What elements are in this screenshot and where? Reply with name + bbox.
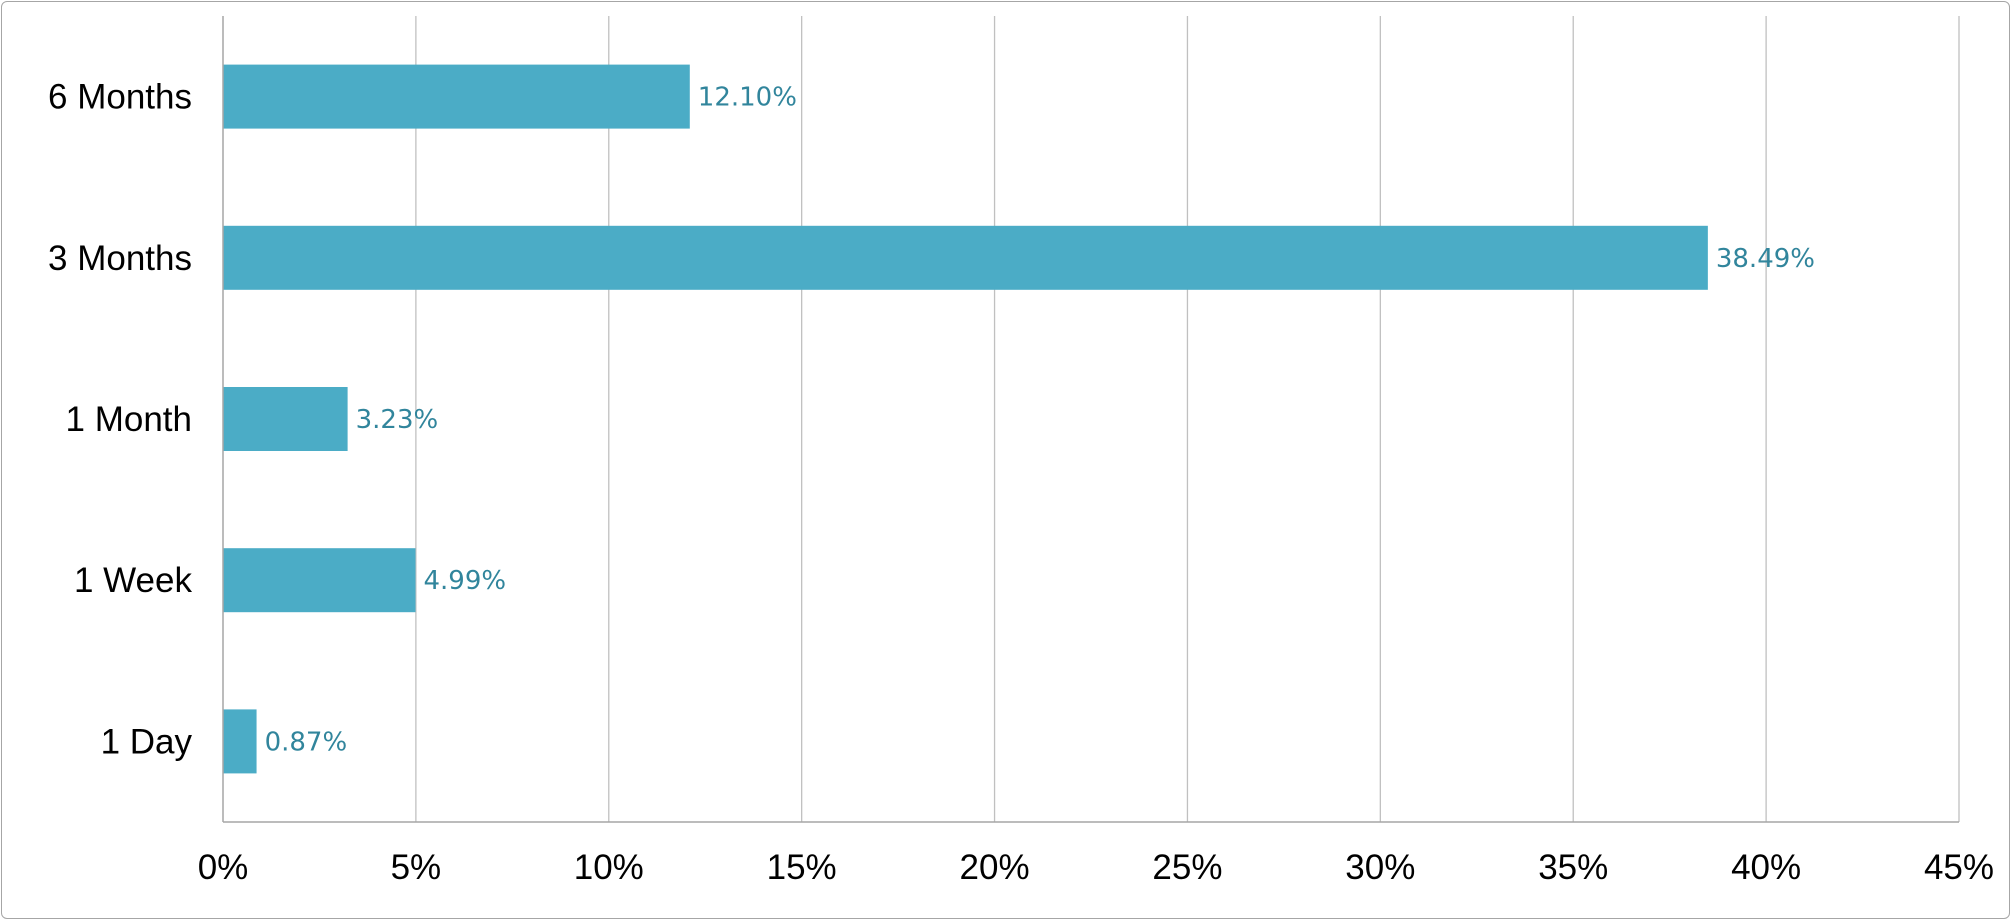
labels: 0% 5% 10% 15% 20% 25% 30% 35% 40% 45% 6 Months 12.1… xyxy=(48,78,1994,887)
bar xyxy=(223,387,348,451)
data-label: 4.99% xyxy=(424,566,507,596)
category-label: 1 Day xyxy=(101,722,193,761)
data-label: 12.10% xyxy=(698,83,797,113)
bar xyxy=(223,548,416,613)
data-label: 0.87% xyxy=(265,727,348,757)
x-tick-label: 45% xyxy=(1924,848,1994,887)
category-label: 1 Month xyxy=(66,400,192,439)
axes xyxy=(222,16,1959,823)
bar xyxy=(223,64,690,129)
x-tick-label: 25% xyxy=(1152,848,1222,887)
x-tick-label: 5% xyxy=(391,848,442,887)
x-tick-label: 35% xyxy=(1538,848,1608,887)
gridlines xyxy=(415,16,1960,822)
x-tick-label: 10% xyxy=(574,848,644,887)
bar xyxy=(223,709,257,774)
data-label: 38.49% xyxy=(1716,244,1815,274)
category-label: 6 Months xyxy=(48,78,192,117)
data-label: 3.23% xyxy=(356,405,439,435)
x-tick-label: 20% xyxy=(960,848,1030,887)
x-tick-label: 40% xyxy=(1731,848,1801,887)
category-label: 3 Months xyxy=(48,239,192,278)
x-tick-label: 0% xyxy=(198,848,249,887)
bars xyxy=(223,64,1708,774)
bar xyxy=(223,225,1708,290)
category-label: 1 Week xyxy=(74,561,193,600)
x-tick-label: 30% xyxy=(1345,848,1415,887)
x-tick-label: 15% xyxy=(767,848,837,887)
